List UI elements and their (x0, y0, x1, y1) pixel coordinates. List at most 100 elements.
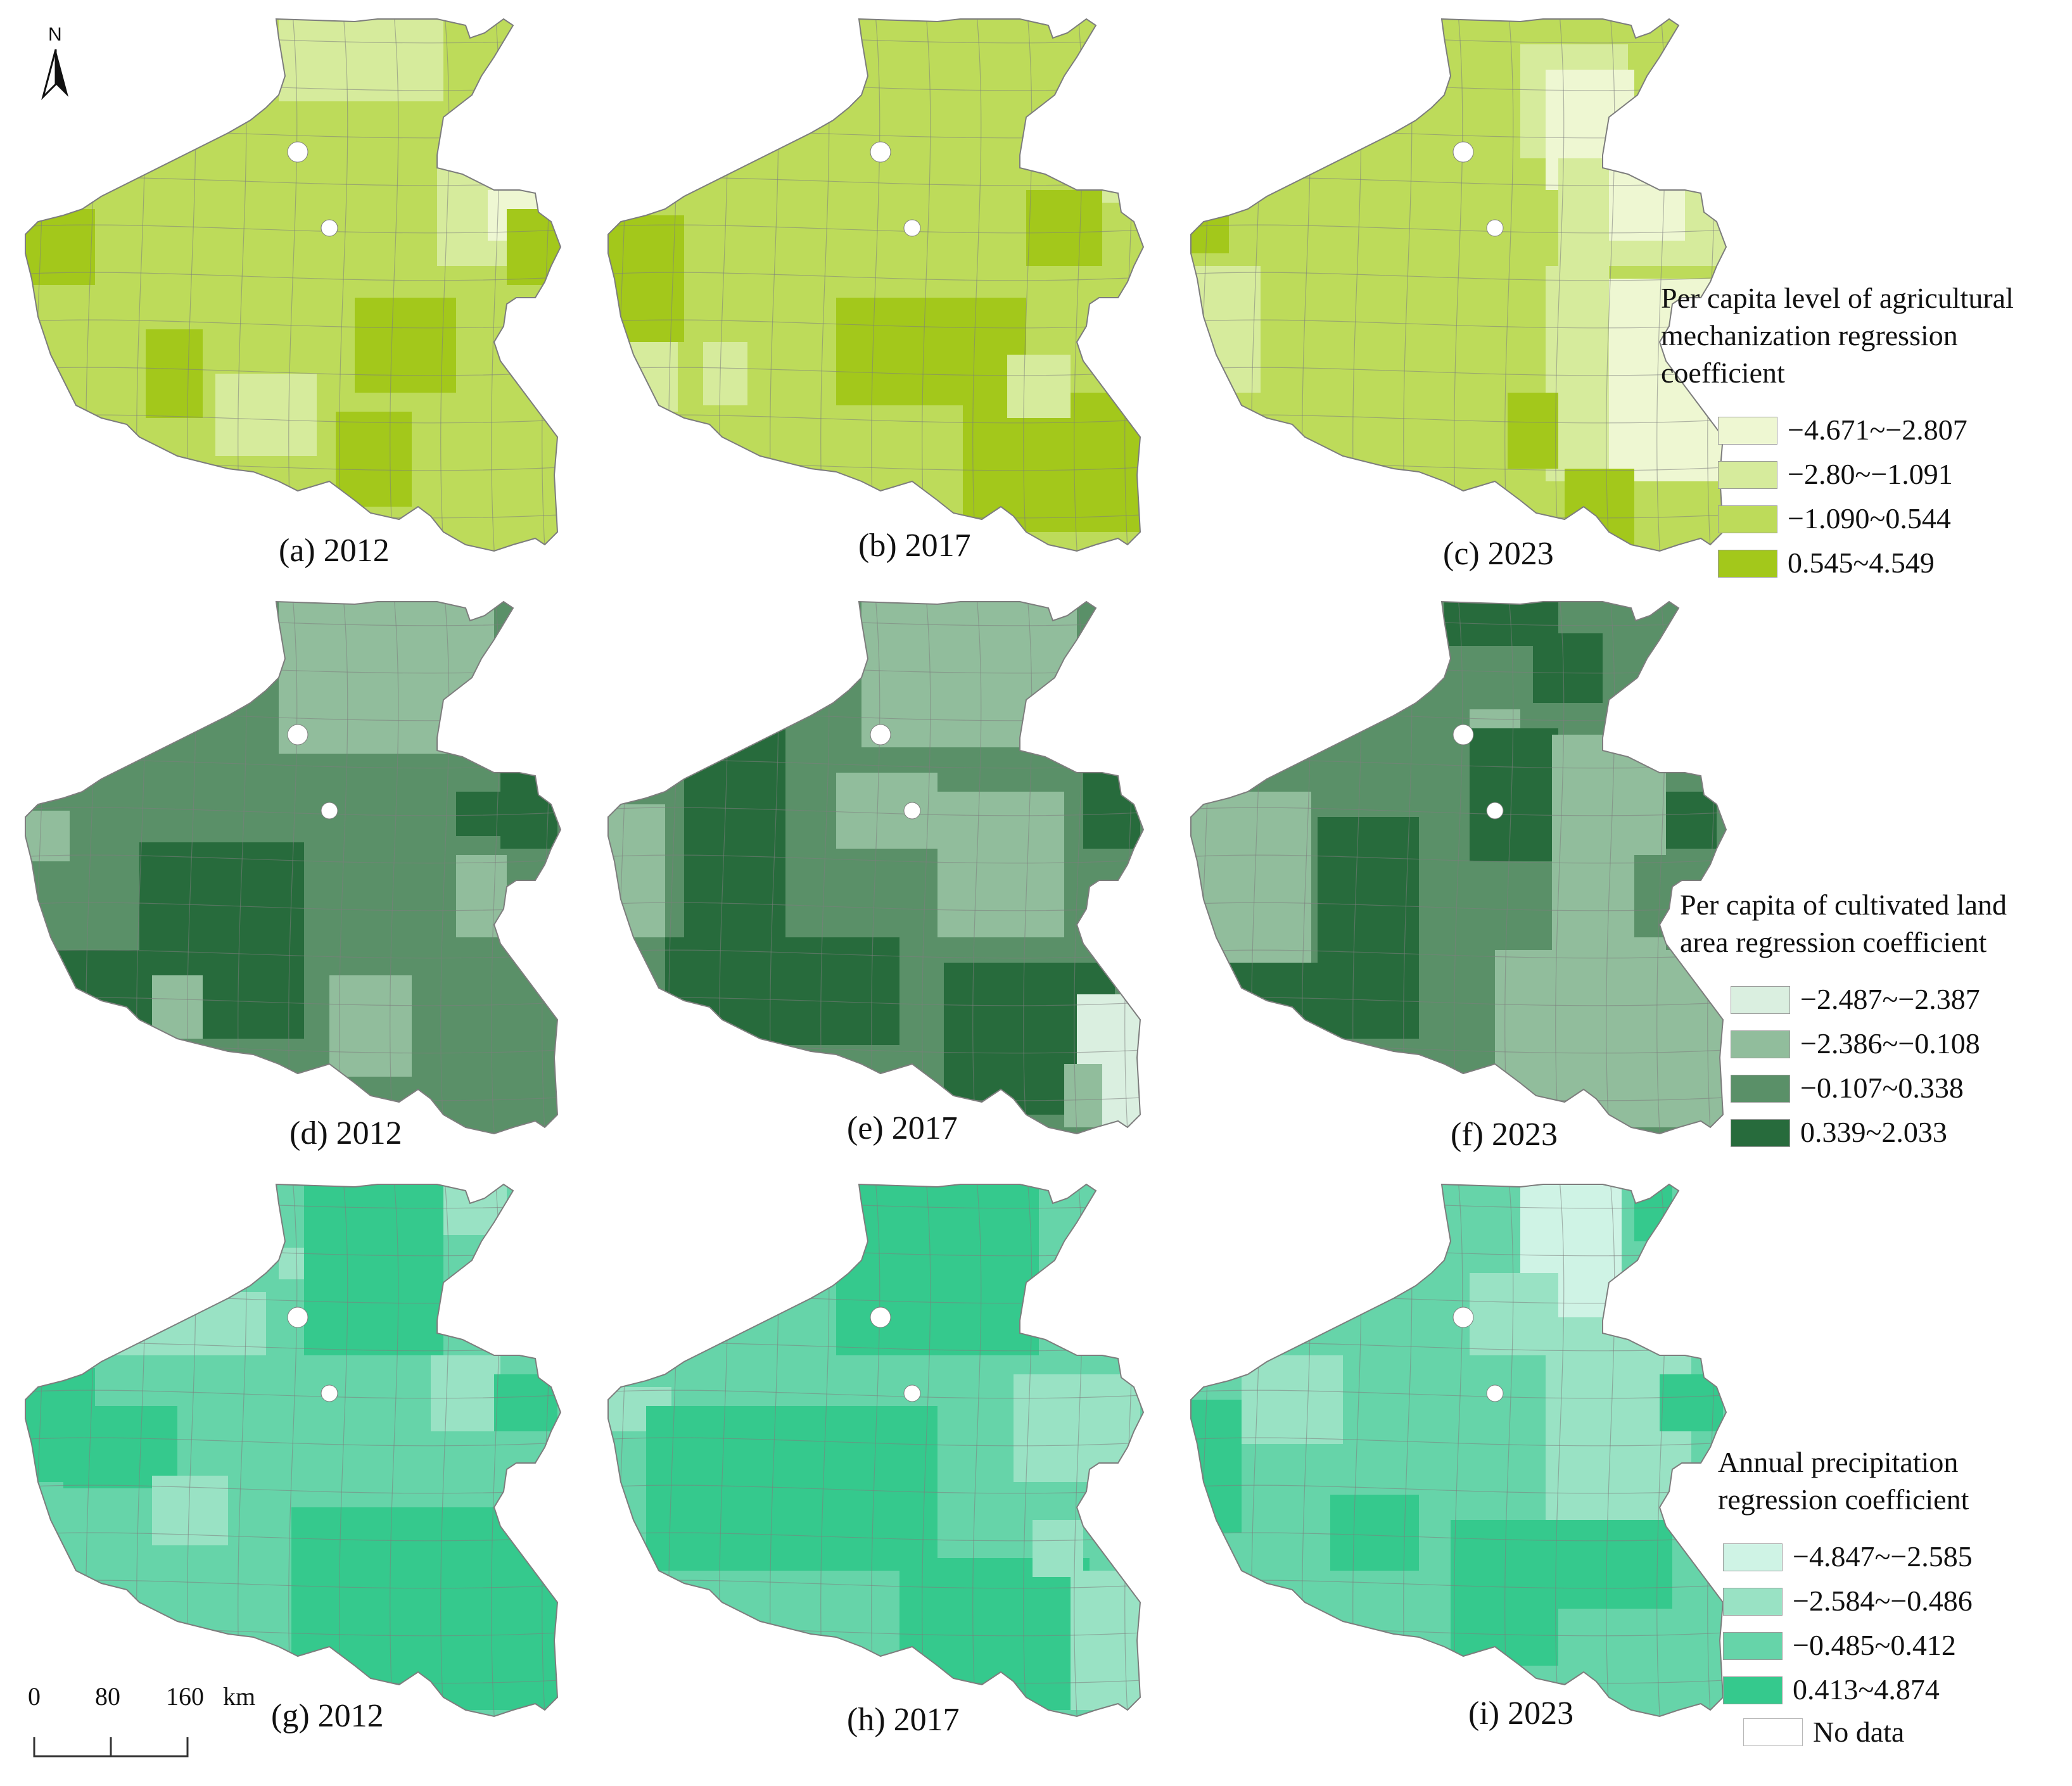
legend-label: −1.090~0.544 (1788, 502, 1951, 535)
no-data-region (903, 1384, 921, 1402)
county-boundary (608, 272, 1143, 281)
region-class-1 (1064, 1064, 1102, 1127)
legend-swatch (1718, 460, 1777, 489)
region-class-1 (279, 1248, 304, 1279)
county-boundary (1023, 19, 1033, 551)
legend-swatch (1731, 1030, 1790, 1058)
legend-item: −2.80~−1.091 (1661, 453, 2014, 497)
no-data-region (1486, 219, 1504, 237)
no-data-region (903, 219, 921, 237)
region-class-3 (1565, 469, 1634, 545)
no-data-region (895, 1088, 910, 1103)
county-boundary (608, 807, 1143, 816)
legend-swatch (1731, 1118, 1790, 1147)
scale-tick-80: 80 (95, 1682, 120, 1711)
legend-title-line: Per capita of cultivated land (1680, 889, 2007, 921)
scale-tick-160: 160 (166, 1682, 204, 1711)
legend-swatch (1731, 985, 1790, 1014)
region-class-3 (1026, 190, 1102, 266)
region-class-2 (1558, 1609, 1723, 1710)
region-class-3 (1191, 209, 1229, 253)
legend-item: −0.107~0.338 (1680, 1067, 2007, 1111)
legend-swatch (1718, 416, 1777, 445)
region-class-1 (1546, 266, 1609, 481)
region-class-1 (279, 19, 443, 101)
legend-swatch (1723, 1631, 1783, 1660)
region-class-3 (684, 722, 785, 937)
legend-label: −0.485~0.412 (1793, 1629, 1956, 1662)
legend-label: −2.584~−0.486 (1793, 1585, 1973, 1618)
panel-caption-e: (e) 2017 (847, 1110, 958, 1146)
region-class-1 (215, 374, 317, 456)
region-class-3 (1470, 728, 1558, 861)
county-boundary (25, 854, 561, 864)
region-class-1 (25, 811, 70, 861)
region-class-3 (608, 215, 684, 342)
region-class-1 (456, 855, 507, 937)
legend-label: −4.671~−2.807 (1788, 414, 1967, 446)
legend-swatch (1723, 1587, 1783, 1616)
county-boundary (1023, 602, 1033, 1134)
province-outline (1190, 1183, 1727, 1718)
no-data-region (870, 724, 891, 745)
region-class-3 (1191, 963, 1318, 1045)
legend-label: 0.545~4.549 (1788, 547, 1935, 580)
region-class-0 (1609, 165, 1685, 241)
region-class-3 (1330, 1495, 1419, 1571)
no-data-region (895, 505, 910, 521)
province-outline (25, 600, 562, 1135)
panel-caption-i: (i) 2023 (1468, 1695, 1574, 1732)
region-class-3 (146, 329, 203, 418)
legend-label: −0.107~0.338 (1800, 1072, 1964, 1105)
legend-label: −4.847~−2.585 (1793, 1540, 1973, 1573)
no-data-region (287, 141, 308, 163)
province-outline (25, 1183, 562, 1718)
scale-bar-graphic (33, 1737, 189, 1758)
region-class-1 (608, 342, 678, 412)
region-class-1 (1071, 1571, 1140, 1710)
legend-title-mechanization: Per capita level of agricultural mechani… (1661, 280, 2014, 392)
county-boundary (608, 854, 1143, 864)
region-class-1 (114, 1292, 266, 1355)
no-data-region (321, 1384, 338, 1402)
legend-title-precipitation: Annual precipitation regression coeffici… (1718, 1444, 1973, 1519)
no-data-region (1478, 505, 1493, 521)
county-boundary (1191, 807, 1726, 816)
legend-item: 0.545~4.549 (1661, 542, 2014, 586)
region-class-1 (861, 602, 1077, 747)
region-class-3 (1318, 817, 1419, 1039)
region-class-1 (1470, 1273, 1558, 1355)
region-class-3 (665, 937, 899, 1045)
panel-caption-f: (f) 2023 (1451, 1117, 1558, 1153)
region-class-2 (412, 975, 557, 1115)
region-class-3 (836, 1184, 1039, 1355)
no-data-region (312, 505, 327, 521)
region-class-1 (1242, 1355, 1343, 1444)
region-class-3 (1660, 1374, 1723, 1431)
legend-swatch (1723, 1676, 1783, 1704)
legend-label: 0.413~4.874 (1793, 1673, 1940, 1706)
legend-swatch (1731, 1074, 1790, 1103)
no-data-label: No data (1813, 1716, 1905, 1748)
province-outline (1190, 18, 1727, 552)
region-class-3 (336, 412, 431, 507)
no-data-swatch (1743, 1718, 1803, 1746)
region-class-1 (1191, 792, 1311, 963)
region-class-3 (1660, 792, 1717, 849)
no-data-region (903, 802, 921, 820)
region-class-2 (1634, 855, 1672, 937)
no-data-region (1478, 1671, 1493, 1686)
region-class-3 (646, 1406, 937, 1571)
region-class-3 (291, 1507, 557, 1710)
panel-caption-d: (d) 2012 (289, 1115, 402, 1151)
panel-caption-g: (g) 2012 (271, 1698, 384, 1734)
legend-precipitation: Annual precipitation regression coeffici… (1718, 1444, 1973, 1713)
region-class-2 (412, 412, 545, 545)
county-boundary (1191, 272, 1726, 281)
legend-item: 0.339~2.033 (1680, 1111, 2007, 1155)
region-class-3 (25, 209, 95, 285)
legend-no-data: No data (1743, 1715, 1904, 1749)
map-panel-i (1190, 1183, 1727, 1718)
region-class-1 (1102, 171, 1134, 203)
